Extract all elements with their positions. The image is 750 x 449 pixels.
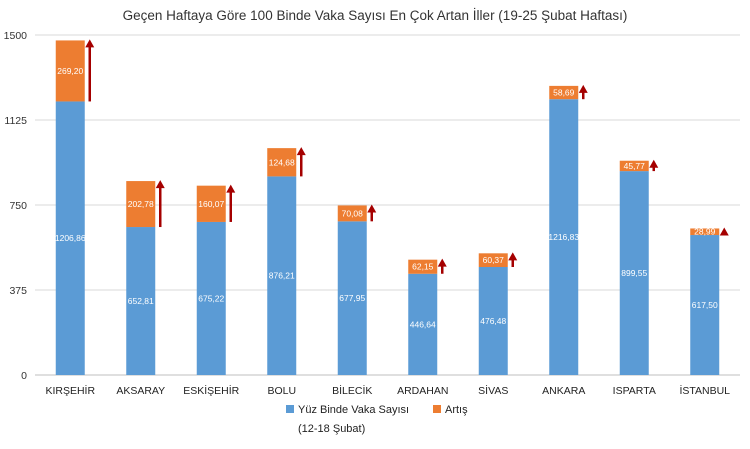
legend-label-base-line1: Yüz Binde Vaka Sayısı [298, 404, 409, 416]
bar-base [196, 221, 226, 375]
y-tick-label: 0 [21, 370, 27, 382]
x-tick-label: AKSARAY [116, 385, 165, 397]
increase-arrow-icon [367, 204, 377, 213]
bar-increase [690, 228, 720, 236]
data-label-increase: 202,78 [128, 199, 154, 209]
data-label-base: 652,81 [128, 296, 154, 306]
increase-arrow-icon [719, 227, 729, 236]
bar-base [337, 221, 367, 375]
legend-label-increase: Artış [445, 404, 468, 416]
x-tick-label: ESKİŞEHİR [183, 384, 239, 397]
x-tick-label: BİLECİK [332, 384, 372, 397]
data-label-increase: 28,99 [694, 227, 716, 237]
bars: 1206,86 269,20 652,81 202,78 675,22 160,07 876… [55, 39, 729, 375]
legend-swatch-increase [433, 405, 441, 413]
legend: Yüz Binde Vaka Sayısı (12-18 Şubat) Artı… [286, 404, 468, 435]
data-label-base: 617,50 [692, 300, 718, 310]
y-tick-label: 750 [9, 200, 27, 212]
x-tick-label: ANKARA [542, 385, 585, 397]
chart-title: Geçen Haftaya Göre 100 Binde Vaka Sayısı… [123, 8, 628, 23]
data-label-base: 446,64 [410, 319, 436, 329]
x-tick-label: SİVAS [478, 384, 508, 397]
y-tick-label: 1125 [4, 115, 27, 127]
x-tick-label: ISPARTA [613, 385, 656, 397]
increase-arrow-icon [85, 39, 95, 48]
x-tick-label: BOLU [267, 385, 296, 397]
bar-increase [478, 253, 508, 267]
data-label-increase: 70,08 [342, 208, 364, 218]
data-label-increase: 60,37 [483, 255, 505, 265]
y-tick-label: 375 [9, 285, 27, 297]
data-label-increase: 124,68 [269, 157, 295, 167]
bar-base [690, 235, 720, 375]
data-label-base: 899,55 [621, 268, 647, 278]
bar-increase [55, 40, 85, 102]
increase-arrow-icon [296, 147, 306, 156]
bar-increase [408, 259, 438, 274]
bar-base [55, 101, 85, 375]
bar-increase [337, 205, 367, 222]
data-label-increase: 269,20 [57, 66, 83, 76]
increase-arrow-icon [437, 258, 447, 267]
bar-increase [549, 85, 579, 100]
x-tick-label: İSTANBUL [679, 384, 730, 397]
x-tick-label: KIRŞEHİR [45, 384, 95, 397]
data-label-increase: 62,15 [412, 262, 434, 272]
data-label-increase: 45,77 [624, 161, 646, 171]
increase-arrow-icon [226, 184, 236, 193]
bar-base [549, 99, 579, 375]
increase-arrow-icon [578, 84, 588, 93]
increase-arrow-icon [508, 252, 518, 261]
y-tick-label: 1500 [4, 30, 28, 42]
bar-increase [196, 185, 226, 222]
data-label-base: 677,95 [339, 293, 365, 303]
data-label-base: 675,22 [198, 293, 224, 303]
data-label-base: 1216,83 [548, 232, 579, 242]
bar-increase [126, 181, 156, 228]
increase-arrow-icon [649, 159, 659, 168]
bar-base [408, 273, 438, 375]
data-label-base: 876,21 [269, 271, 295, 281]
bar-increase [619, 160, 649, 172]
bar-base [126, 227, 156, 375]
bar-base [619, 171, 649, 375]
x-tick-label: ARDAHAN [397, 385, 448, 397]
legend-label-base-line2: (12-18 Şubat) [298, 423, 365, 435]
bar-base [267, 176, 297, 375]
legend-swatch-base [286, 405, 294, 413]
x-axis: KIRŞEHİR AKSARAY ESKİŞEHİR BOLU BİLECİK ARDAH… [45, 384, 730, 397]
y-axis: 0 375 750 1125 1500 [4, 30, 28, 382]
bar-increase [267, 148, 297, 177]
bar-base [478, 266, 508, 375]
data-label-base: 1206,86 [55, 233, 86, 243]
data-label-base: 476,48 [480, 316, 506, 326]
data-label-increase: 160,07 [198, 199, 224, 209]
data-label-increase: 58,69 [553, 88, 575, 98]
increase-arrow-icon [155, 180, 165, 189]
